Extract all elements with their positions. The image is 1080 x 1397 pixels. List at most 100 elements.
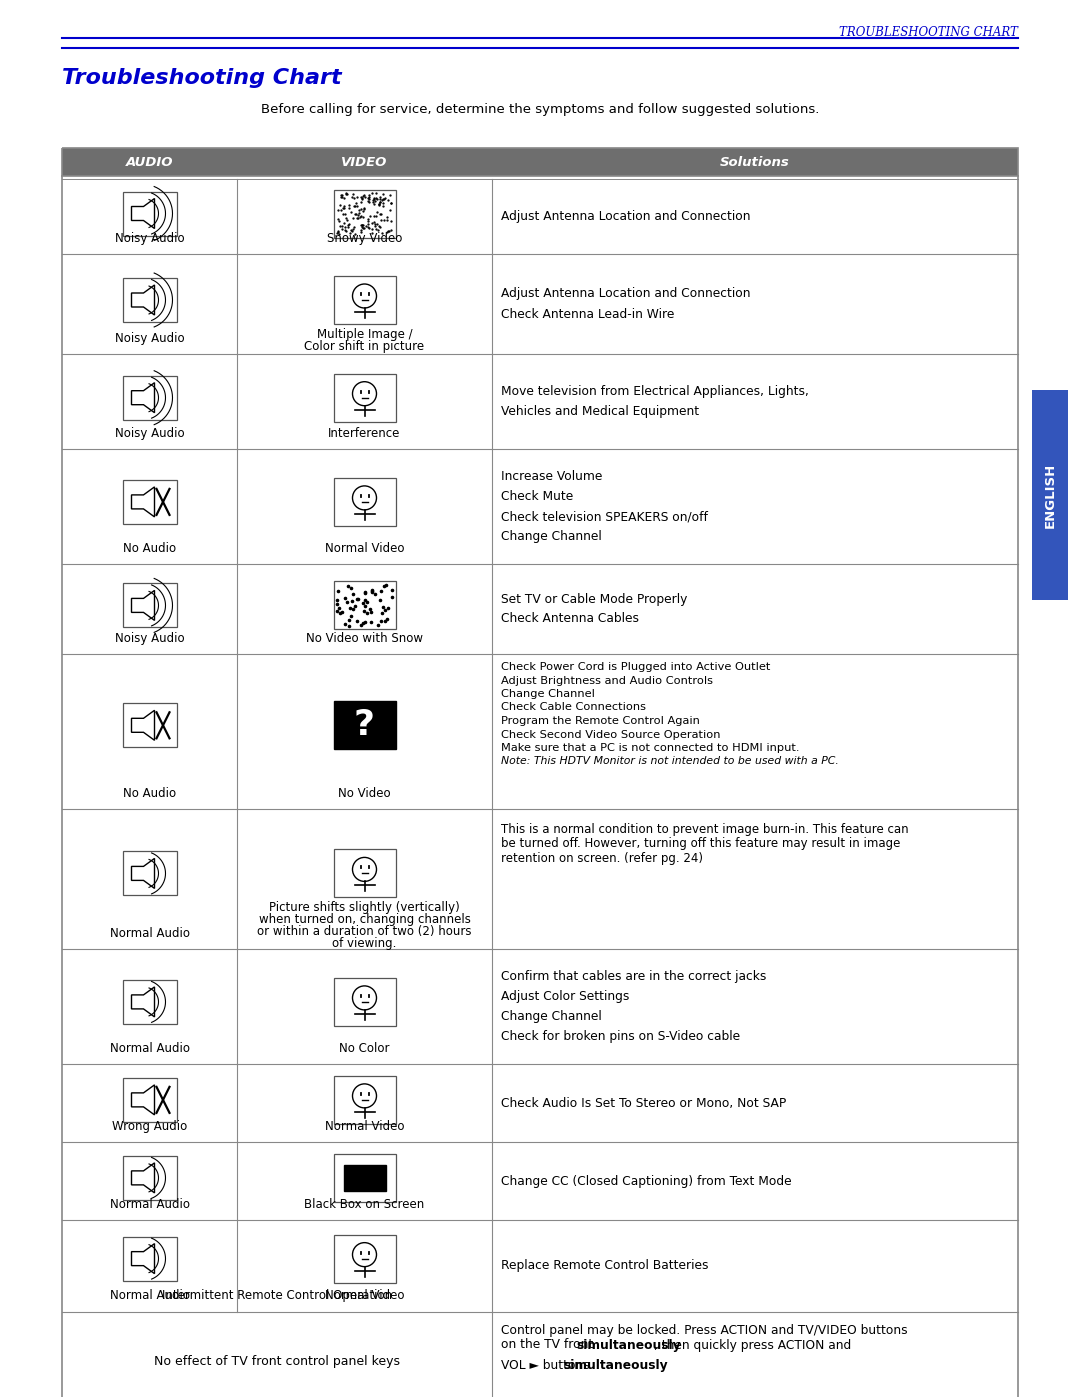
Text: Adjust Antenna Location and Connection: Adjust Antenna Location and Connection (501, 210, 751, 224)
Point (360, 210, 377, 232)
Text: Normal Audio: Normal Audio (109, 1288, 189, 1302)
Text: Noisy Audio: Noisy Audio (114, 232, 185, 244)
Point (367, 204, 384, 226)
Point (335, 197, 352, 219)
Point (372, 210, 389, 232)
Text: Adjust Antenna Location and Connection: Adjust Antenna Location and Connection (501, 288, 751, 300)
Text: No Video with Snow: No Video with Snow (306, 631, 423, 645)
Text: Adjust Brightness and Audio Controls: Adjust Brightness and Audio Controls (501, 676, 713, 686)
Text: TROUBLESHOOTING CHART: TROUBLESHOOTING CHART (839, 25, 1018, 39)
Bar (334, 1235, 395, 1282)
Text: Change Channel: Change Channel (501, 529, 602, 543)
Point (380, 219, 397, 242)
Point (362, 598, 379, 620)
Point (372, 217, 389, 239)
Point (360, 187, 377, 210)
Text: be turned off. However, turning off this feature may result in image: be turned off. However, turning off this… (501, 837, 901, 851)
Text: AUDIO: AUDIO (125, 155, 173, 169)
Text: Troubleshooting Chart: Troubleshooting Chart (62, 68, 341, 88)
Point (376, 187, 393, 210)
Point (333, 198, 350, 221)
Text: Vehicles and Medical Equipment: Vehicles and Medical Equipment (501, 405, 699, 418)
Text: This is a normal condition to prevent image burn-in. This feature can: This is a normal condition to prevent im… (501, 823, 908, 835)
Point (345, 598, 362, 620)
Bar (122, 376, 176, 419)
Point (343, 186, 361, 208)
Point (381, 183, 399, 205)
Point (376, 189, 393, 211)
Point (337, 207, 354, 229)
Point (345, 218, 362, 240)
Point (354, 186, 372, 208)
Point (349, 204, 366, 226)
Point (339, 217, 356, 239)
Point (367, 182, 384, 204)
Text: Noisy Audio: Noisy Audio (114, 332, 185, 345)
Point (376, 210, 393, 232)
Point (370, 193, 388, 215)
Point (339, 214, 356, 236)
Point (365, 211, 382, 233)
Point (349, 610, 366, 633)
Text: No Color: No Color (339, 1042, 390, 1055)
Point (356, 583, 374, 605)
Text: No Audio: No Audio (123, 787, 176, 800)
Point (372, 191, 389, 214)
Point (375, 597, 392, 619)
Point (374, 194, 391, 217)
Point (355, 601, 373, 623)
Text: VOL ► buttons: VOL ► buttons (501, 1359, 594, 1372)
Text: Change CC (Closed Captioning) from Text Mode: Change CC (Closed Captioning) from Text … (501, 1175, 792, 1187)
Text: Intermittent Remote Control Operation: Intermittent Remote Control Operation (162, 1289, 392, 1302)
Point (370, 193, 388, 215)
Bar (334, 581, 395, 630)
Point (363, 182, 380, 204)
Point (346, 595, 363, 617)
Point (348, 203, 365, 225)
Text: Picture shifts slightly (vertically): Picture shifts slightly (vertically) (269, 901, 460, 915)
Point (378, 207, 395, 229)
Point (329, 198, 347, 221)
Point (355, 197, 373, 219)
Bar (122, 584, 176, 627)
Point (373, 610, 390, 633)
Text: Normal Audio: Normal Audio (109, 928, 189, 940)
Point (381, 200, 399, 222)
Point (354, 592, 372, 615)
Bar (122, 1078, 176, 1122)
Point (356, 595, 374, 617)
Text: Before calling for service, determine the symptoms and follow suggested solution: Before calling for service, determine th… (260, 103, 820, 116)
Point (330, 210, 348, 232)
Point (348, 191, 365, 214)
Text: No Audio: No Audio (123, 542, 176, 555)
Point (363, 221, 380, 243)
Point (329, 221, 347, 243)
Point (365, 204, 382, 226)
Text: of viewing.: of viewing. (333, 937, 396, 950)
Bar (122, 191, 176, 236)
Text: Check Second Video Source Operation: Check Second Video Source Operation (501, 729, 720, 739)
Point (369, 613, 387, 636)
Point (365, 187, 382, 210)
Point (372, 203, 389, 225)
Bar (334, 849, 395, 897)
Text: Check Audio Is Set To Stereo or Mono, Not SAP: Check Audio Is Set To Stereo or Mono, No… (501, 1097, 786, 1109)
Text: Change Channel: Change Channel (501, 689, 595, 698)
Point (347, 194, 364, 217)
Point (356, 590, 374, 612)
Point (337, 613, 354, 636)
Text: Normal Video: Normal Video (325, 542, 404, 555)
Bar (62, 148, 1018, 176)
Text: No effect of TV front control panel keys: No effect of TV front control panel keys (154, 1355, 400, 1369)
Point (378, 221, 395, 243)
Text: No Video: No Video (338, 787, 391, 800)
Point (330, 224, 348, 246)
Point (339, 574, 356, 597)
Point (345, 207, 362, 229)
Point (382, 210, 400, 232)
Text: Normal Audio: Normal Audio (109, 1199, 189, 1211)
Point (356, 581, 374, 604)
Point (333, 601, 350, 623)
Point (330, 597, 348, 619)
Point (352, 186, 369, 208)
